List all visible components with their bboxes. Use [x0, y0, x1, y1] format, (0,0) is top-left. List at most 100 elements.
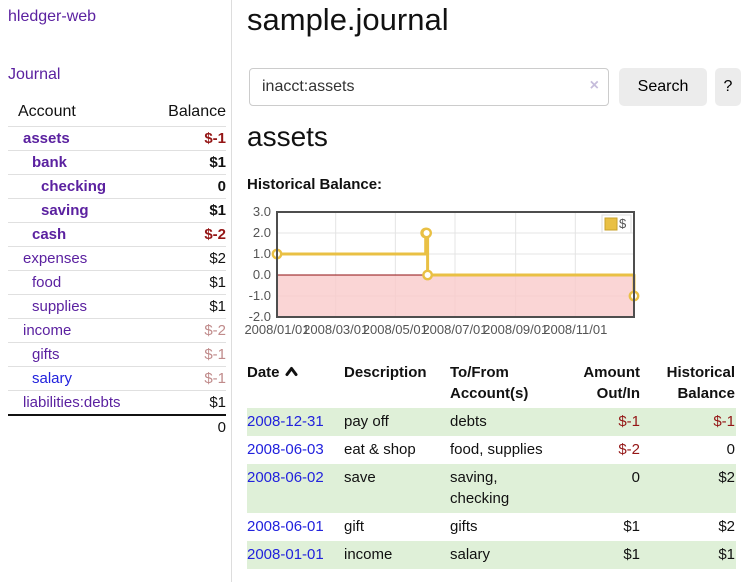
account-link-food[interactable]: food	[32, 274, 62, 291]
register-header-date: Date	[247, 360, 344, 408]
svg-text:2.0: 2.0	[253, 225, 271, 240]
transaction-description: eat & shop	[344, 440, 416, 458]
account-balance: $1	[144, 294, 226, 319]
search-input[interactable]	[249, 68, 609, 106]
transaction-date-link[interactable]: 2008-06-02	[247, 468, 324, 486]
account-row: food $1	[8, 270, 226, 295]
account-link-supplies[interactable]: supplies	[32, 298, 88, 315]
register-header-row: Date Description To/From Account(s) Amou…	[247, 360, 736, 408]
register-header-accounts: To/From Account(s)	[450, 364, 529, 402]
account-balance: $-1	[144, 126, 226, 151]
account-row: checking 0	[8, 174, 226, 199]
account-row: expenses $2	[8, 246, 226, 271]
transaction-accounts: gifts	[450, 518, 478, 535]
transaction-date-link[interactable]: 2008-06-03	[247, 440, 324, 458]
historical-balance-chart: $3.0 2.0 1.0 0.0 -1.0 -2.02008/01/012008/03/0…	[244, 204, 640, 337]
account-link-checking[interactable]: checking	[41, 178, 107, 195]
transaction-balance: $2	[718, 518, 735, 535]
svg-text:2008/09/01: 2008/09/01	[483, 322, 548, 337]
register-header-description: Description	[344, 364, 427, 381]
account-link-assets[interactable]: assets	[23, 130, 70, 147]
account-link-cash[interactable]: cash	[32, 226, 67, 243]
clear-search-icon[interactable]: ×	[589, 77, 599, 94]
register-header-balance: Historical Balance	[666, 364, 735, 402]
page-title: sample.journal	[247, 2, 449, 37]
accounts-header-balance: Balance	[168, 103, 226, 120]
svg-text:2008/05/01: 2008/05/01	[363, 322, 428, 337]
svg-text:$: $	[619, 216, 627, 231]
svg-text:0.0: 0.0	[253, 267, 271, 282]
accounts-header-row: Account Balance	[8, 100, 226, 127]
transaction-accounts: salary	[450, 540, 560, 569]
account-link-saving[interactable]: saving	[41, 202, 89, 219]
transaction-amount: $-1	[560, 408, 641, 436]
account-link-gifts[interactable]: gifts	[32, 346, 60, 363]
svg-text:2008/03/01: 2008/03/01	[303, 322, 368, 337]
transaction-amount: $1	[560, 540, 641, 569]
register-row: 2008-06-02 save saving, checking 0 $2	[247, 463, 736, 513]
account-row: bank $1	[8, 150, 226, 175]
account-link-bank[interactable]: bank	[32, 154, 68, 171]
accounts-total-row: 0	[8, 414, 226, 439]
transaction-accounts: saving, checking	[450, 463, 560, 513]
account-balance: $1	[144, 270, 226, 295]
account-balance: $1	[144, 150, 226, 175]
svg-text:3.0: 3.0	[253, 204, 271, 219]
transaction-date-link[interactable]: 2008-06-01	[247, 518, 324, 535]
account-balance: $1	[144, 390, 226, 415]
chart-title: Historical Balance:	[247, 176, 383, 193]
help-button[interactable]: ?	[715, 68, 741, 106]
transaction-accounts: food, supplies	[450, 440, 543, 458]
register-header-date-label: Date	[247, 364, 280, 381]
account-link-income[interactable]: income	[23, 322, 72, 339]
transaction-balance: $-1	[641, 408, 736, 436]
register-table: Date Description To/From Account(s) Amou…	[247, 360, 736, 569]
transaction-amount: 0	[560, 463, 641, 513]
transaction-balance: $1	[641, 540, 736, 569]
svg-text:-2.0: -2.0	[249, 309, 271, 324]
account-link-expenses[interactable]: expenses	[23, 250, 88, 267]
transaction-date-link[interactable]: 2008-01-01	[247, 545, 324, 563]
account-row: salary $-1	[8, 366, 226, 391]
search-button[interactable]: Search	[619, 68, 707, 106]
transaction-amount: $-2	[618, 440, 640, 458]
register-row: 2008-06-01 gift gifts $1 $2	[247, 513, 736, 541]
transaction-amount: $1	[623, 518, 640, 535]
account-balance: 0	[144, 174, 226, 199]
account-balance: $2	[144, 246, 226, 271]
account-link-liabilities-debts[interactable]: liabilities:debts	[23, 394, 121, 411]
svg-text:2008/01/01: 2008/01/01	[244, 322, 309, 337]
accounts-header-account: Account	[18, 103, 76, 120]
app-title-link[interactable]: hledger-web	[8, 8, 97, 25]
transaction-description: income	[344, 540, 450, 569]
account-balance: $-1	[144, 342, 226, 367]
accounts-total-value: 0	[144, 414, 226, 439]
account-balance: $-1	[144, 366, 226, 391]
sidebar: hledger-web Journal Account Balance asse…	[0, 0, 232, 582]
transaction-balance: $2	[641, 463, 736, 513]
account-row: gifts $-1	[8, 342, 226, 367]
svg-text:2008/07/01: 2008/07/01	[422, 322, 487, 337]
account-link-salary[interactable]: salary	[32, 370, 73, 387]
account-row: assets $-1	[8, 126, 226, 151]
main-content: sample.journal × Search ? assets Histori…	[244, 0, 742, 582]
transaction-balance: 0	[726, 440, 735, 458]
transaction-description: gift	[344, 518, 365, 535]
sort-ascending-icon	[285, 362, 298, 383]
account-row: supplies $1	[8, 294, 226, 319]
svg-text:2008/11/01: 2008/11/01	[543, 322, 607, 337]
svg-text:1.0: 1.0	[253, 246, 271, 261]
account-balance: $-2	[144, 222, 226, 247]
account-row: saving $1	[8, 198, 226, 223]
sidebar-item-journal[interactable]: Journal	[8, 66, 61, 83]
account-row: cash $-2	[8, 222, 226, 247]
account-row: income $-2	[8, 318, 226, 343]
account-heading: assets	[247, 121, 328, 152]
register-row: 2008-12-31 pay off debts $-1 $-1	[247, 408, 736, 436]
account-balance: $1	[144, 198, 226, 223]
register-row: 2008-06-03 eat & shop food, supplies $-2…	[247, 436, 736, 464]
accounts-table: Account Balance assets $-1 bank $1 check…	[8, 100, 226, 439]
transaction-date-link[interactable]: 2008-12-31	[247, 413, 324, 430]
account-balance: $-2	[144, 318, 226, 343]
